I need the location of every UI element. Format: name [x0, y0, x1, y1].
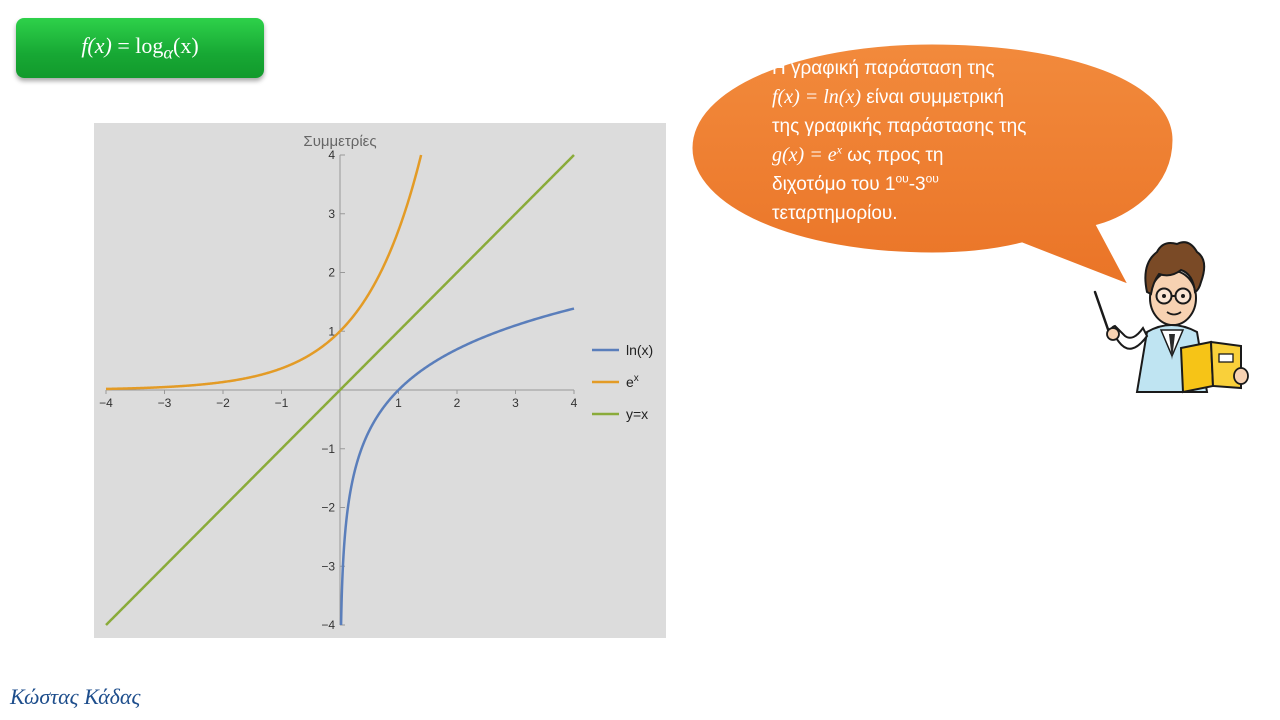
y-tick-label: 3 — [328, 207, 335, 221]
bubble-line-4: g(x) = ex ως προς τη — [772, 142, 944, 166]
series-line-ln — [339, 307, 575, 626]
chart-legend: ln(x) ex y=x — [592, 342, 653, 422]
formula-text: f(x) = logα(x) — [81, 32, 199, 63]
bubble-text: Η γραφική παράσταση της f(x) = ln(x) είν… — [772, 54, 1132, 228]
x-tick-label: 1 — [395, 396, 402, 410]
legend-label: ln(x) — [626, 342, 653, 358]
teacher-illustration — [1093, 241, 1249, 394]
x-tick-label: −3 — [158, 396, 172, 410]
formula-box: f(x) = logα(x) — [16, 18, 264, 78]
y-tick-label: 4 — [328, 148, 335, 162]
legend-label: y=x — [626, 406, 648, 422]
y-tick-label: −4 — [321, 618, 335, 632]
series-line-exp — [105, 154, 423, 391]
chart-title: Συμμετρίες — [303, 133, 376, 150]
y-tick-label: −1 — [321, 442, 335, 456]
author-signature: Κώστας Κάδας — [10, 684, 141, 709]
x-tick-label: −2 — [216, 396, 230, 410]
x-tick-label: 4 — [571, 396, 578, 410]
x-tick-label: 3 — [512, 396, 519, 410]
series-line-identity — [105, 154, 575, 626]
y-tick-label: −3 — [321, 559, 335, 573]
y-tick-label: −2 — [321, 501, 335, 515]
speech-bubble — [689, 41, 1176, 289]
bubble-line-2: f(x) = ln(x) είναι συμμετρική — [772, 86, 1005, 108]
chart-lines — [105, 154, 575, 626]
y-tick-label: 1 — [328, 324, 335, 338]
legend-label: ex — [626, 373, 639, 390]
bubble-line-6: τεταρτημορίου. — [772, 203, 898, 224]
chart-axes: −4 −3 −2 −1 1 2 3 4 −4 −3 −2 −1 1 2 3 4 — [99, 148, 578, 632]
chart-background — [94, 123, 666, 638]
x-tick-label: 2 — [454, 396, 461, 410]
bubble-line-1: Η γραφική παράσταση της — [772, 58, 995, 79]
chart-panel: Συμμετρίες −4 −3 −2 −1 1 2 3 4 −4 −3 −2 −1 1 2 3 4 ln(x… — [94, 123, 666, 638]
bubble-line-5: διχοτόμο του 1ου-3ου — [772, 171, 939, 195]
bubble-line-3: της γραφικής παράστασης της — [772, 116, 1027, 137]
y-tick-label: 2 — [328, 266, 335, 280]
x-tick-label: −4 — [99, 396, 113, 410]
x-tick-label: −1 — [275, 396, 289, 410]
